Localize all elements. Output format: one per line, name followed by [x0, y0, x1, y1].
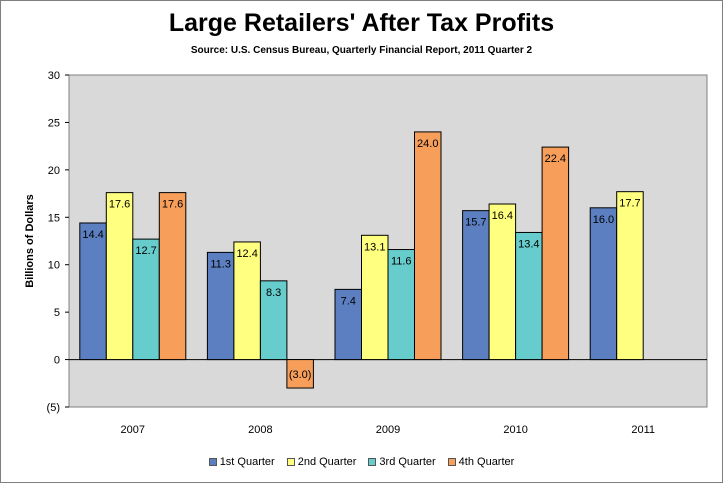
bar-2007-q2 — [105, 192, 134, 361]
chart-subtitle: Source: U.S. Census Bureau, Quarterly Fi… — [190, 45, 533, 56]
legend-label: 1st Quarter — [219, 456, 275, 468]
x-tick-label: 2007 — [121, 424, 145, 436]
legend-swatch — [447, 458, 456, 466]
chart-title: Large Retailers' After Tax Profits — [168, 9, 555, 37]
data-label-2007-q3: 12.7 — [135, 245, 156, 257]
y-tick-label: 10 — [48, 260, 60, 272]
data-label-2008-q4: (3.0) — [289, 369, 312, 381]
y-tick-label: 5 — [54, 307, 60, 319]
bar-2007-q4 — [158, 192, 187, 361]
bar-2009-q4 — [414, 131, 442, 361]
data-label-2009-q3: 11.6 — [391, 256, 412, 268]
x-tick-label: 2009 — [376, 424, 400, 436]
data-label-2010-q1: 15.7 — [465, 217, 486, 229]
bar-2007-q1 — [79, 222, 107, 361]
data-label-2008-q3: 8.3 — [266, 287, 281, 299]
legend-swatch — [286, 458, 295, 466]
data-label-2011-q1: 16.0 — [593, 214, 614, 226]
bar-2010-q3 — [515, 231, 543, 361]
data-label-2007-q2: 17.6 — [109, 199, 130, 211]
legend-item-q2: 2nd Quarter — [286, 456, 357, 468]
y-tick-label: 0 — [54, 355, 60, 367]
data-label-2008-q2: 12.4 — [236, 248, 257, 260]
data-label-2009-q4: 24.0 — [417, 138, 438, 150]
bar-2010-q4 — [541, 146, 570, 361]
legend-label: 2nd Quarter — [297, 456, 357, 468]
data-label-2008-q1: 11.3 — [210, 258, 231, 270]
x-tick-label: 2011 — [631, 424, 655, 436]
bar-2010-q1 — [462, 210, 490, 361]
y-tick-label: (5) — [47, 402, 60, 414]
bar-2009-q2 — [361, 234, 389, 361]
y-tick-label: 25 — [48, 117, 60, 129]
legend-item-q1: 1st Quarter — [208, 456, 275, 468]
bar-2008-q3 — [259, 280, 288, 361]
y-axis-title: Billions of Dollars — [24, 194, 36, 288]
bar-2007-q3 — [132, 238, 160, 361]
data-label-2007-q1: 14.4 — [82, 229, 103, 241]
data-label-2010-q4: 22.4 — [545, 153, 566, 165]
bar-2008-q4 — [286, 359, 314, 389]
legend-label: 4th Quarter — [458, 456, 515, 468]
data-label-2009-q1: 7.4 — [341, 295, 356, 307]
bar-2009-q3 — [387, 249, 415, 361]
legend-swatch — [208, 458, 217, 466]
legend-swatch — [368, 458, 377, 466]
y-tick-label: 20 — [48, 165, 60, 177]
x-tick-label: 2010 — [503, 424, 527, 436]
data-label-2007-q4: 17.6 — [162, 199, 183, 211]
bar-2010-q2 — [488, 203, 517, 361]
y-tick-label: 30 — [48, 70, 60, 82]
legend-label: 3rd Quarter — [379, 456, 436, 468]
legend-item-q4: 4th Quarter — [447, 456, 515, 468]
bar-2011-q1 — [589, 207, 618, 361]
bar-2009-q1 — [334, 288, 362, 361]
data-label-2010-q3: 13.4 — [518, 238, 539, 250]
data-label-2009-q2: 13.1 — [364, 241, 385, 253]
x-tick-label: 2008 — [248, 424, 272, 436]
chart-legend: 1st Quarter 2nd Quarter 3rd Quarter 4th Qua… — [1, 456, 722, 468]
data-label-2011-q2: 17.7 — [619, 198, 640, 210]
y-tick-label: 15 — [48, 212, 60, 224]
legend-item-q3: 3rd Quarter — [368, 456, 436, 468]
data-label-2010-q2: 16.4 — [492, 210, 513, 222]
bar-2011-q2 — [616, 191, 644, 361]
